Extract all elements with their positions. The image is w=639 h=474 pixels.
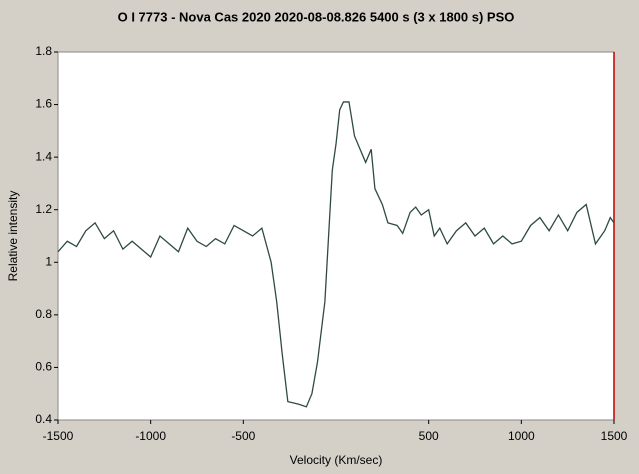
x-tick-label: 1000: [508, 429, 535, 443]
y-tick-label: 0.6: [35, 360, 52, 374]
y-tick-label: 0.8: [35, 307, 52, 321]
x-tick-label: 1500: [601, 429, 628, 443]
x-tick-label: -1000: [135, 429, 166, 443]
y-tick-label: 1.2: [35, 202, 52, 216]
x-tick-label: 500: [419, 429, 439, 443]
y-tick-label: 1.6: [35, 97, 52, 111]
x-tick-label: -1500: [43, 429, 74, 443]
y-tick-label: 1: [45, 254, 52, 268]
y-tick-label: 1.8: [35, 44, 52, 58]
y-tick-label: 0.4: [35, 412, 52, 426]
y-axis-label: Relative intensity: [6, 191, 20, 282]
line-series: [57, 101, 615, 408]
x-tick-label: -500: [231, 429, 255, 443]
plot-area: [57, 51, 615, 421]
x-axis-label: Velocity (Km/sec): [290, 453, 383, 467]
chart-title: O I 7773 - Nova Cas 2020 2020-08-08.826 …: [118, 9, 515, 24]
y-tick-label: 1.4: [35, 149, 52, 163]
